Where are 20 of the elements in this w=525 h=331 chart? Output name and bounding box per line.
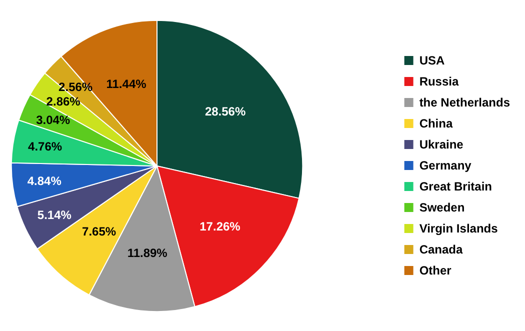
- data-label: 28.56%: [204, 104, 246, 118]
- legend-label: the Netherlands: [419, 96, 510, 110]
- data-label: 4.76%: [28, 140, 62, 154]
- data-label: 17.26%: [200, 220, 241, 234]
- data-label: 3.04%: [36, 113, 70, 128]
- legend-label: Great Britain: [419, 180, 492, 194]
- legend-label: Germany: [419, 158, 472, 172]
- legend-label: China: [419, 116, 453, 130]
- legend-label: Virgin Islands: [419, 222, 498, 236]
- legend-label: USA: [419, 54, 445, 68]
- legend-label: Ukraine: [419, 138, 464, 152]
- legend-label: Canada: [419, 242, 463, 256]
- data-label: 11.44%: [106, 77, 147, 92]
- legend-label: Russia: [419, 74, 459, 88]
- legend-label: Sweden: [419, 200, 465, 214]
- data-label: 4.84%: [27, 174, 62, 188]
- data-label: 11.89%: [127, 246, 168, 260]
- data-label: 7.65%: [82, 224, 116, 238]
- data-label: 5.14%: [37, 208, 72, 222]
- legend-label: Other: [419, 264, 452, 278]
